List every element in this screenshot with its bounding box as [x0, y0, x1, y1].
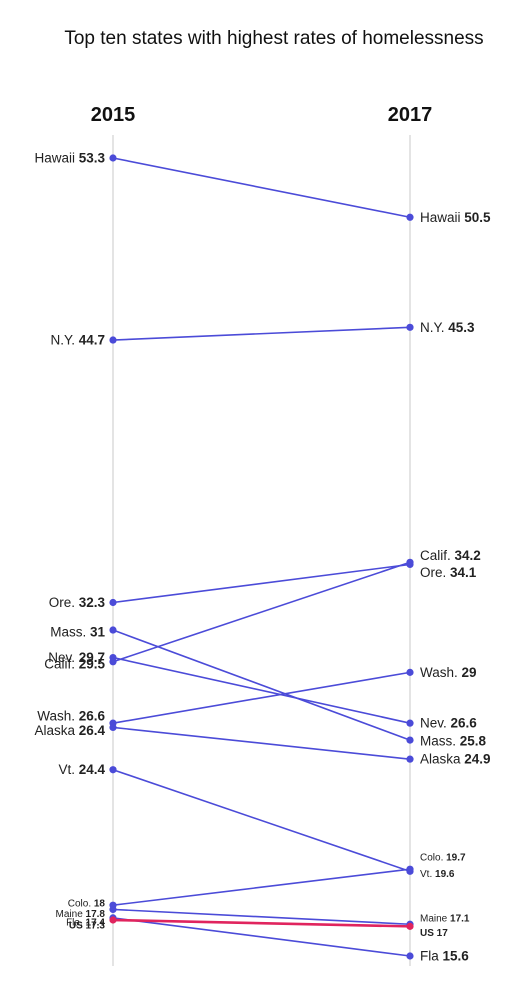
point-2017-fla	[406, 952, 413, 959]
label-2017-n-y: N.Y. 45.3	[420, 320, 475, 335]
point-2015-alaska	[109, 724, 116, 731]
label-2015-n-y: N.Y. 44.7	[50, 333, 105, 348]
label-2017-ore: Ore. 34.1	[420, 565, 477, 580]
point-2015-n-y	[109, 336, 116, 343]
label-2017-nev: Nev. 26.6	[420, 716, 477, 731]
label-2015-alaska: Alaska 26.4	[34, 723, 105, 738]
label-2017-vt: Vt. 19.6	[420, 869, 455, 880]
label-2015-vt: Vt. 24.4	[58, 762, 105, 777]
point-2017-calif	[406, 559, 413, 566]
point-2015-us	[109, 916, 116, 923]
slope-line-alaska	[113, 727, 410, 759]
point-2017-colo	[406, 866, 413, 873]
slope-line-wash	[113, 672, 410, 723]
label-2015-hawaii: Hawaii 53.3	[34, 151, 105, 166]
slope-line-calif	[113, 562, 410, 661]
label-2017-mass: Mass. 25.8	[420, 734, 487, 749]
slope-line-nev	[113, 658, 410, 724]
point-2017-wash	[406, 669, 413, 676]
label-2017-calif: Calif. 34.2	[420, 548, 481, 563]
point-2015-calif	[109, 658, 116, 665]
point-2015-vt	[109, 766, 116, 773]
label-2017-hawaii: Hawaii 50.5	[420, 210, 491, 225]
point-2017-alaska	[406, 756, 413, 763]
slope-line-ore	[113, 564, 410, 602]
point-2017-hawaii	[406, 214, 413, 221]
label-2017-us: US 17	[420, 928, 448, 939]
label-2015-calif: Calif. 29.5	[44, 656, 105, 671]
label-2017-alaska: Alaska 24.9	[420, 752, 491, 767]
point-2017-nev	[406, 720, 413, 727]
point-2015-hawaii	[109, 154, 116, 161]
label-2017-wash: Wash. 29	[420, 665, 477, 680]
slope-line-n-y	[113, 327, 410, 340]
label-2017-colo: Colo. 19.7	[420, 853, 466, 864]
label-2015-ore: Ore. 32.3	[49, 595, 106, 610]
label-2017-maine: Maine 17.1	[420, 914, 470, 925]
point-2017-n-y	[406, 324, 413, 331]
slope-line-vt	[113, 770, 410, 872]
point-2017-mass	[406, 736, 413, 743]
label-2017-fla: Fla 15.6	[420, 949, 469, 964]
slope-line-colo	[113, 869, 410, 905]
point-2017-us	[406, 923, 413, 930]
label-2015-mass: Mass. 31	[50, 625, 105, 640]
chart-title: Top ten states with highest rates of hom…	[64, 28, 483, 49]
series-labels: Hawaii 53.3 Hawaii 50.5 N.Y. 44.7 N.Y. 45.3…	[34, 151, 491, 964]
point-2015-mass	[109, 626, 116, 633]
label-2015-us: US 17.3	[69, 921, 106, 932]
series-lines	[113, 158, 410, 956]
label-2015-wash: Wash. 26.6	[37, 709, 105, 724]
series-points	[109, 154, 413, 959]
slope-line-hawaii	[113, 158, 410, 217]
year-2017-header: 2017	[388, 104, 433, 126]
year-2015-header: 2015	[91, 104, 136, 126]
point-2015-maine	[109, 906, 116, 913]
point-2015-ore	[109, 599, 116, 606]
